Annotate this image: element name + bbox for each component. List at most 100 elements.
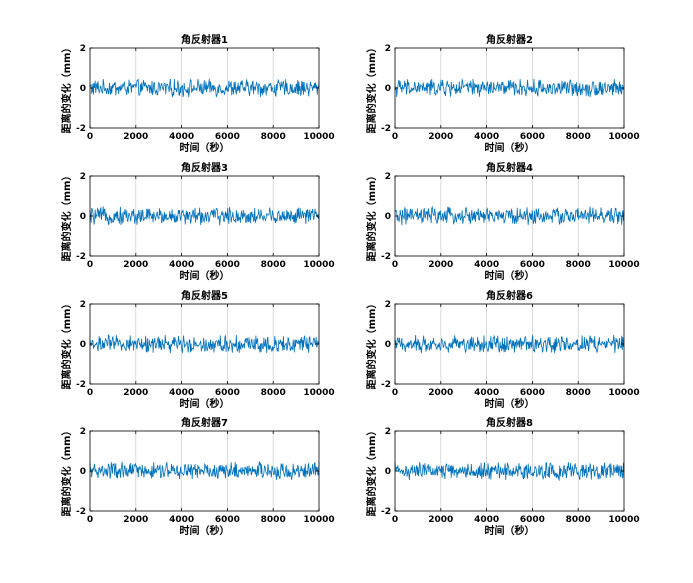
y-tick-label: -2 (381, 380, 391, 390)
x-tick-label: 0 (392, 515, 398, 525)
panel-title: 角反射器8 (486, 416, 533, 429)
series-line (394, 78, 625, 98)
subplot-8: 0 2000 4000 6000 8000 10000-202角反射器8时间（秒）距离的变… (365, 416, 640, 537)
y-tick-label: -2 (76, 507, 86, 517)
x-tick-label: 2000 (428, 515, 453, 525)
series-line (89, 78, 320, 99)
x-axis-label: 时间（秒） (485, 397, 535, 410)
y-tick-label: 0 (80, 84, 86, 94)
y-tick-label: 2 (385, 300, 391, 310)
y-axis-label: 距离的变化（mm） (60, 43, 73, 134)
y-axis-label: 距离的变化（mm） (365, 426, 378, 517)
x-tick-label: 6000 (520, 388, 545, 398)
x-tick-label: 8000 (566, 515, 591, 525)
series-line (89, 206, 320, 226)
x-tick-label: 8000 (566, 260, 591, 270)
x-tick-label: 10000 (303, 132, 334, 142)
subplot-6: 0 2000 4000 6000 8000 10000-202角反射器6时间（秒）距离的变… (365, 289, 640, 410)
y-axis-label: 距离的变化（mm） (60, 426, 73, 517)
panel-title: 角反射器2 (486, 33, 533, 46)
y-tick-label: 0 (80, 467, 86, 477)
y-tick-label: 2 (80, 172, 86, 182)
x-tick-label: 8000 (261, 260, 286, 270)
x-tick-label: 8000 (566, 132, 591, 142)
x-tick-label: 10000 (608, 515, 639, 525)
series-line (89, 334, 320, 354)
x-tick-label: 8000 (261, 515, 286, 525)
x-tick-label: 4000 (474, 515, 499, 525)
panel-title: 角反射器3 (181, 161, 228, 174)
y-tick-label: 0 (385, 467, 391, 477)
subplot-1: 0 2000 4000 6000 8000 10000-202角反射器1时间（秒）距离的变… (60, 33, 335, 154)
x-tick-label: 2000 (123, 260, 148, 270)
x-tick-label: 0 (87, 260, 93, 270)
x-axis-label: 时间（秒） (180, 397, 230, 410)
x-axis-label: 时间（秒） (485, 524, 535, 537)
y-tick-label: 0 (80, 212, 86, 222)
series-line (89, 461, 320, 480)
y-tick-label: 2 (385, 44, 391, 54)
x-tick-label: 2000 (428, 260, 453, 270)
x-tick-label: 10000 (608, 388, 639, 398)
x-tick-label: 6000 (520, 260, 545, 270)
subplot-3: 0 2000 4000 6000 8000 10000-202角反射器3时间（秒）距离的变… (60, 161, 335, 282)
subplot-5: 0 2000 4000 6000 8000 10000-202角反射器5时间（秒）距离的变… (60, 289, 335, 410)
x-tick-label: 10000 (608, 132, 639, 142)
x-tick-label: 6000 (520, 132, 545, 142)
x-tick-label: 0 (392, 132, 398, 142)
x-tick-label: 4000 (169, 260, 194, 270)
x-axis-label: 时间（秒） (485, 269, 535, 282)
y-tick-label: 2 (385, 172, 391, 182)
x-tick-label: 6000 (215, 388, 240, 398)
panel-title: 角反射器5 (181, 289, 228, 302)
panel-title: 角反射器1 (181, 33, 228, 46)
series-line (394, 461, 625, 482)
x-tick-label: 6000 (215, 515, 240, 525)
x-tick-label: 2000 (123, 132, 148, 142)
x-tick-label: 2000 (123, 515, 148, 525)
x-tick-label: 2000 (428, 132, 453, 142)
x-tick-label: 8000 (566, 388, 591, 398)
y-tick-label: -2 (76, 252, 86, 262)
y-tick-label: 2 (80, 300, 86, 310)
x-tick-label: 8000 (261, 132, 286, 142)
x-tick-label: 4000 (474, 132, 499, 142)
x-tick-label: 0 (392, 388, 398, 398)
y-tick-label: 2 (385, 427, 391, 437)
y-tick-label: -2 (381, 252, 391, 262)
x-tick-label: 0 (87, 515, 93, 525)
x-tick-label: 0 (87, 132, 93, 142)
y-axis-label: 距离的变化（mm） (365, 43, 378, 134)
x-tick-label: 6000 (520, 515, 545, 525)
subplot-7: 0 2000 4000 6000 8000 10000-202角反射器7时间（秒）距离的变… (60, 416, 335, 537)
x-tick-label: 4000 (169, 132, 194, 142)
y-tick-label: -2 (381, 507, 391, 517)
subplot-4: 0 2000 4000 6000 8000 10000-202角反射器4时间（秒）距离的变… (365, 161, 640, 282)
y-tick-label: 0 (385, 340, 391, 350)
x-tick-label: 4000 (169, 515, 194, 525)
x-tick-label: 8000 (261, 388, 286, 398)
x-tick-label: 4000 (169, 388, 194, 398)
series-line (394, 334, 625, 354)
y-tick-label: 2 (80, 427, 86, 437)
panel-title: 角反射器7 (181, 416, 228, 429)
y-tick-label: 2 (80, 44, 86, 54)
y-tick-label: 0 (385, 212, 391, 222)
y-tick-label: 0 (80, 340, 86, 350)
x-tick-label: 10000 (608, 260, 639, 270)
x-tick-label: 4000 (474, 260, 499, 270)
subplot-grid: 0 2000 4000 6000 8000 10000-202角反射器1时间（秒）距离的变… (60, 33, 640, 537)
y-axis-label: 距离的变化（mm） (60, 171, 73, 262)
series-line (394, 205, 625, 226)
x-tick-label: 6000 (215, 260, 240, 270)
y-tick-label: -2 (381, 124, 391, 134)
x-tick-label: 0 (87, 388, 93, 398)
x-axis-label: 时间（秒） (180, 141, 230, 154)
y-tick-label: -2 (76, 124, 86, 134)
panel-title: 角反射器4 (486, 161, 533, 174)
subplot-2: 0 2000 4000 6000 8000 10000-202角反射器2时间（秒）距离的变… (365, 33, 640, 154)
x-axis-label: 时间（秒） (180, 524, 230, 537)
x-axis-label: 时间（秒） (180, 269, 230, 282)
y-tick-label: -2 (76, 380, 86, 390)
